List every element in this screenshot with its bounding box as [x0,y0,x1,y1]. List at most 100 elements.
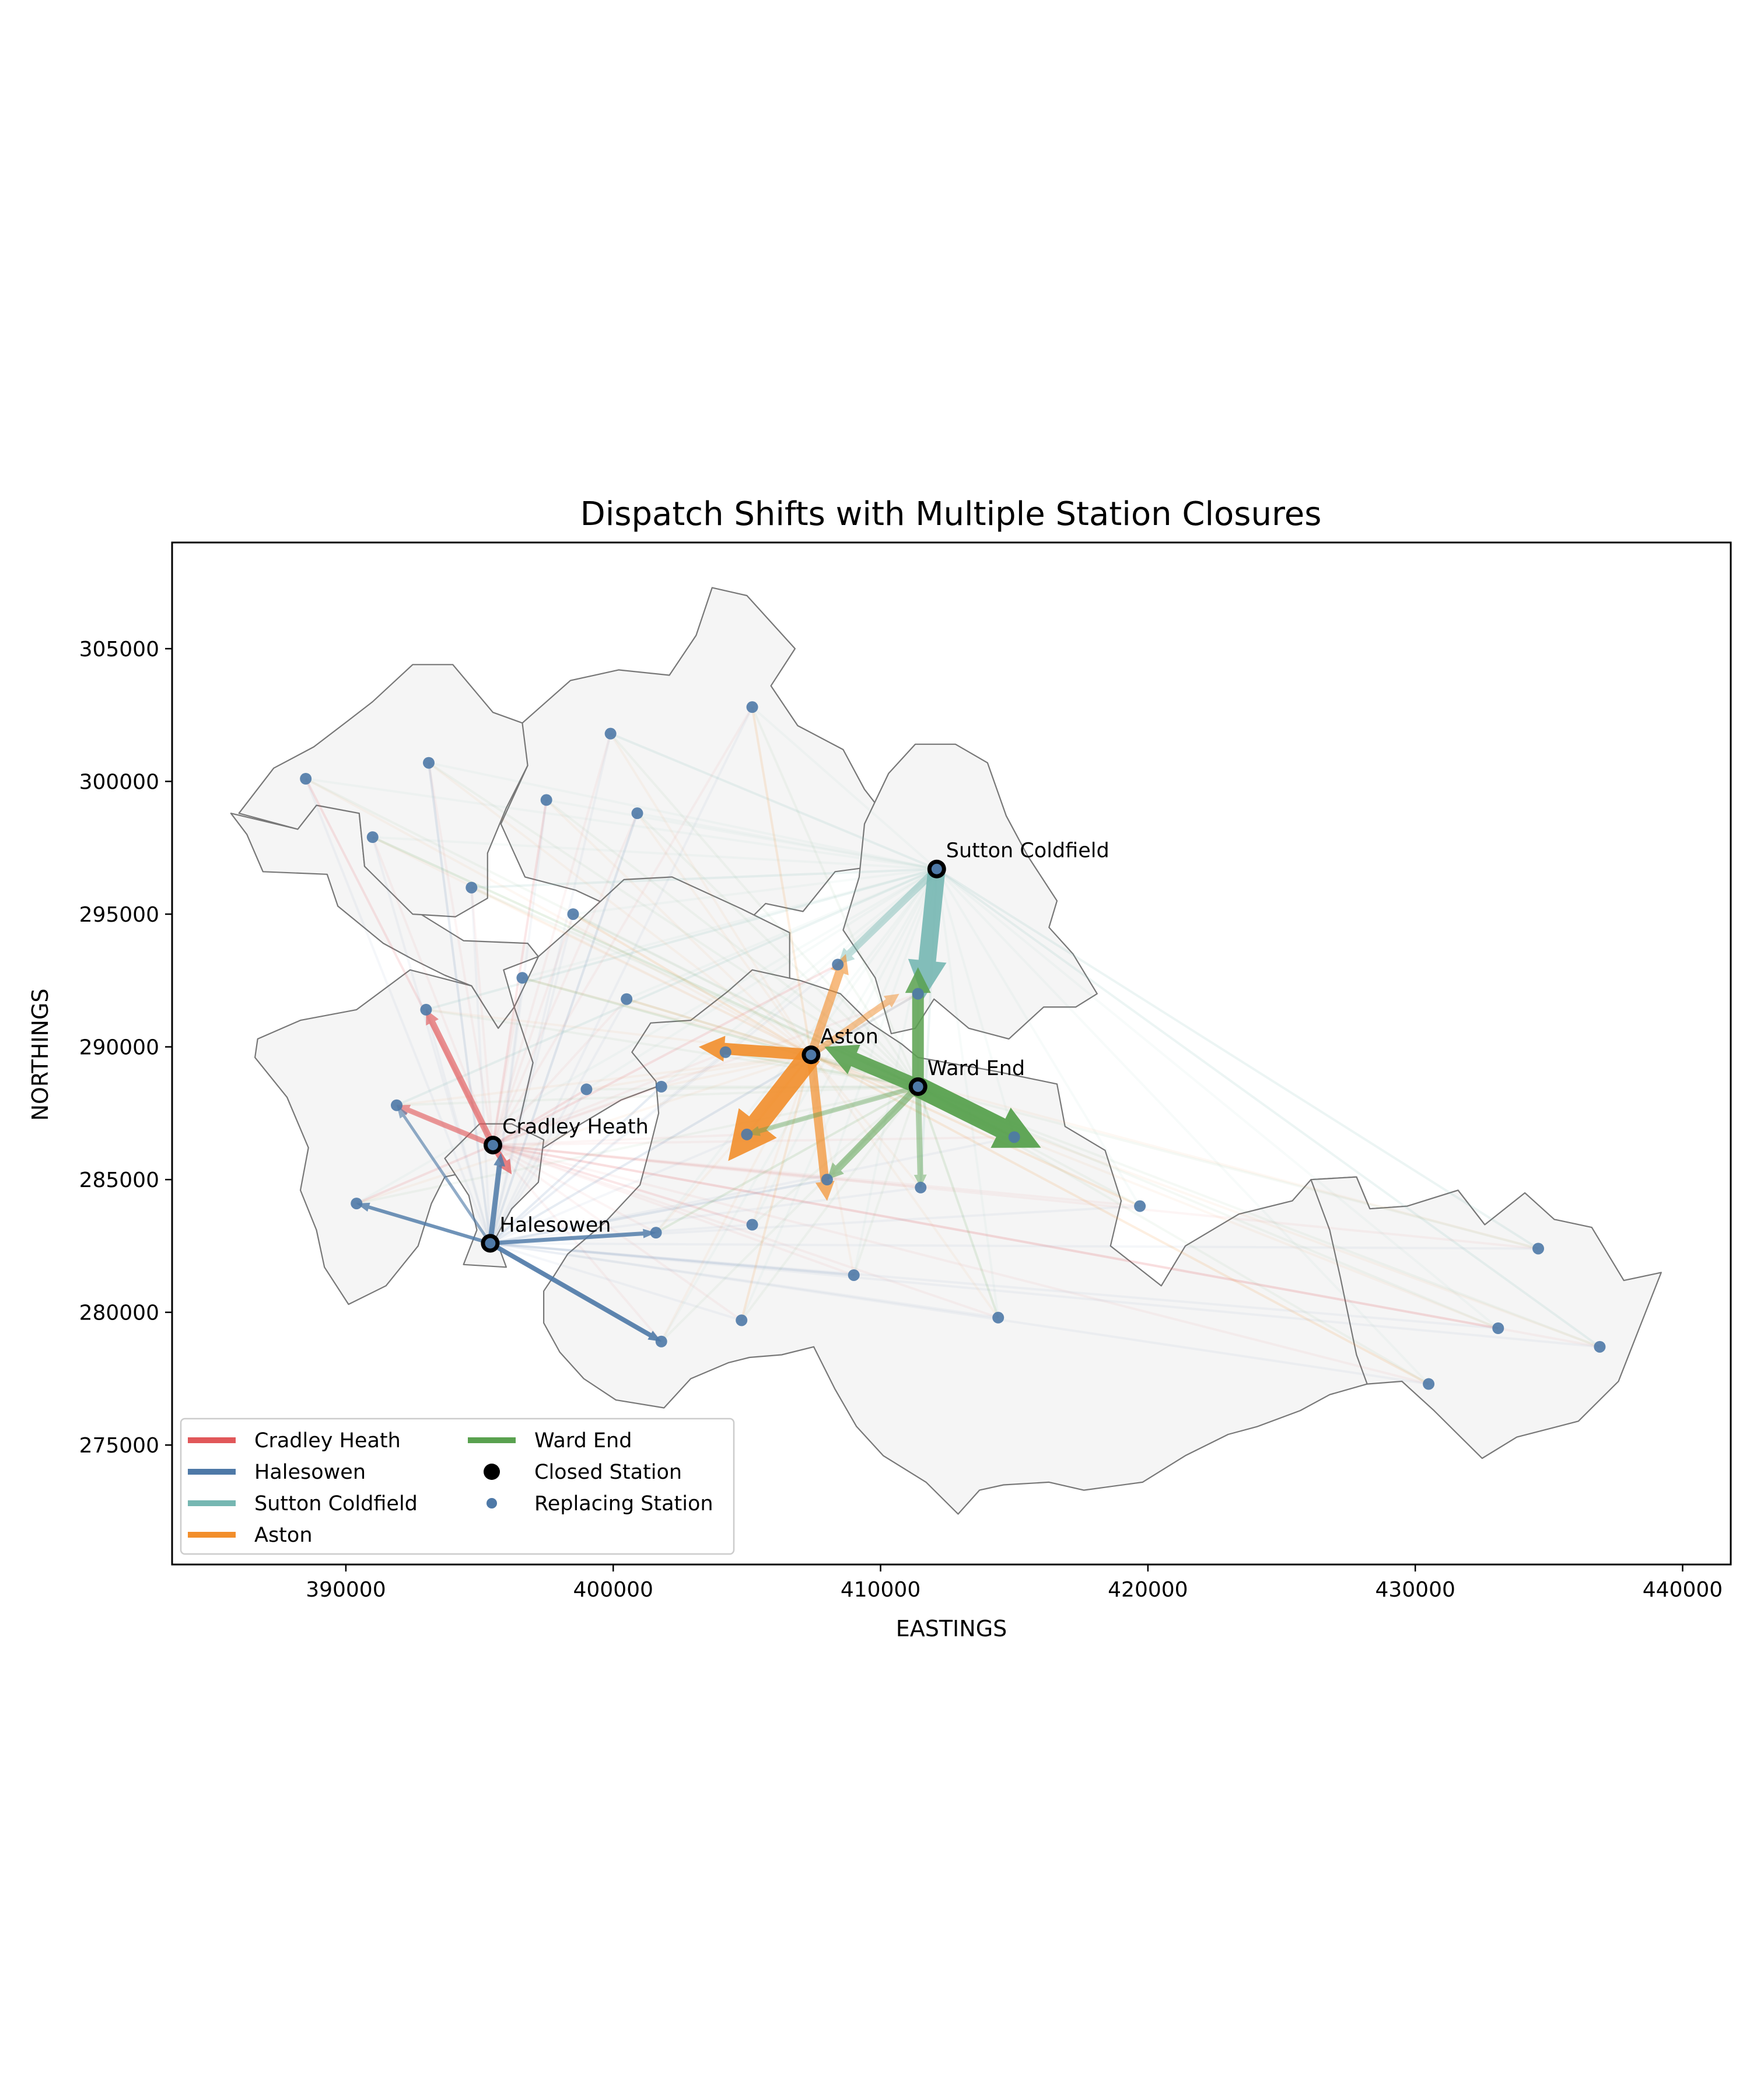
flow-arrow [490,1228,656,1245]
minor-flow-line [492,1088,587,1146]
flow-arrow [356,1202,491,1245]
minor-flow-line [371,836,492,1244]
legend-box [180,1418,735,1555]
minor-flow-line [836,964,919,1087]
legend-swatch [484,1464,500,1480]
minor-flow-line [936,868,1499,1329]
minor-flow-line [546,799,937,870]
flow-arrow [914,1086,927,1188]
legend-label: Replacing Station [534,1492,713,1516]
minor-flow-line [545,799,919,1088]
flow-arrow [698,1035,812,1062]
flow-arrow [489,1241,662,1342]
replacing-station-marker [1594,1340,1606,1353]
minor-flow-line [724,868,938,1054]
flow-arrow [809,993,900,1058]
minor-flow-line [751,706,813,1055]
minor-flow-line [489,706,754,1244]
replacing-station-marker [300,773,312,785]
minor-flow-line [492,1144,1600,1348]
minor-flow-line [636,812,813,1056]
closed-station-inner-marker [931,863,942,874]
legend-label: Ward End [534,1429,632,1452]
minor-flow-line [492,1144,828,1181]
minor-flow-line [372,836,812,1056]
minor-flow-line [751,706,919,1087]
minor-flow-line [935,869,1016,1138]
minor-flow-line [492,813,639,1146]
x-axis-label: EASTINGS [896,1616,1007,1642]
minor-flow-line [489,733,612,1244]
minor-flow-line [489,1133,748,1245]
minor-flow-line [489,1051,726,1244]
x-tick-label: 410000 [841,1578,921,1602]
minor-flow-line [425,867,937,1011]
minor-flow-line [492,800,548,1146]
minor-flow-line [471,867,937,889]
replacing-station-marker [650,1227,662,1239]
x-tick-label: 400000 [573,1578,653,1602]
minor-flow-line [428,761,937,870]
closed-station-inner-marker [487,1139,498,1150]
replacing-station-marker [1423,1378,1435,1390]
minor-flow-line [492,992,919,1146]
y-tick-label: 290000 [79,1036,159,1060]
legend-label: Sutton Coldfield [254,1492,418,1516]
replacing-station-marker [655,1335,667,1348]
minor-flow-line [492,914,575,1146]
closed-station-inner-marker [485,1238,496,1249]
minor-flow-line [492,1144,999,1319]
minor-flow-line [522,977,919,1088]
flow-arrow [807,954,849,1056]
minor-flow-line [492,1144,1539,1250]
minor-flow-line [572,913,812,1056]
minor-flow-line [522,867,937,979]
flow-arrow [397,1105,494,1148]
minor-flow-line [916,1086,1000,1318]
y-tick-label: 295000 [79,903,159,927]
flow-arrow [806,1054,835,1201]
minor-flow-line [626,867,937,1000]
minor-flow-line [492,1085,662,1146]
replacing-station-marker [1492,1322,1504,1334]
x-tick-label: 430000 [1375,1578,1455,1602]
minor-flow-line [492,1144,657,1234]
minor-flow-line [610,733,919,1088]
replacing-station-marker [848,1269,860,1281]
minor-flow-line [918,1085,1539,1250]
minor-flow-line [489,813,639,1244]
minor-flow-line [637,812,937,870]
minor-flow-line [489,1086,663,1244]
minor-flow-line [490,1242,1539,1250]
region-boundary [254,969,534,1306]
minor-flow-line [490,1242,1429,1385]
replacing-station-marker [655,1080,667,1093]
minor-flow-line [396,867,937,1107]
minor-flow-line [492,998,628,1146]
minor-flow-line [371,836,494,1146]
x-tick-label: 390000 [306,1578,386,1602]
replacing-station-marker [746,1219,758,1231]
replacing-station-marker [1134,1200,1146,1212]
replacing-station-marker [741,1128,753,1140]
minor-flow-line [489,963,839,1244]
closed-station-inner-marker [912,1081,923,1092]
minor-flow-line [836,868,938,965]
minor-flow-line [936,868,1539,1250]
minor-flow-line [356,1054,812,1205]
minor-flow-line [586,868,937,1091]
minor-flow-line [356,867,937,1205]
minor-flow-line [471,886,812,1056]
replacing-station-marker [604,727,617,740]
minor-flow-line [492,1133,747,1146]
minor-flow-line [425,1009,492,1244]
minor-flow-line [489,914,575,1244]
replacing-station-marker [719,1046,732,1058]
flow-arrow [426,1009,496,1147]
minor-flow-line [610,732,937,870]
minor-flow-line [428,762,812,1056]
minor-flow-line [586,1054,811,1091]
minor-flow-line [810,1054,999,1318]
replacing-station-marker [1008,1131,1020,1143]
minor-flow-line [396,1085,918,1107]
